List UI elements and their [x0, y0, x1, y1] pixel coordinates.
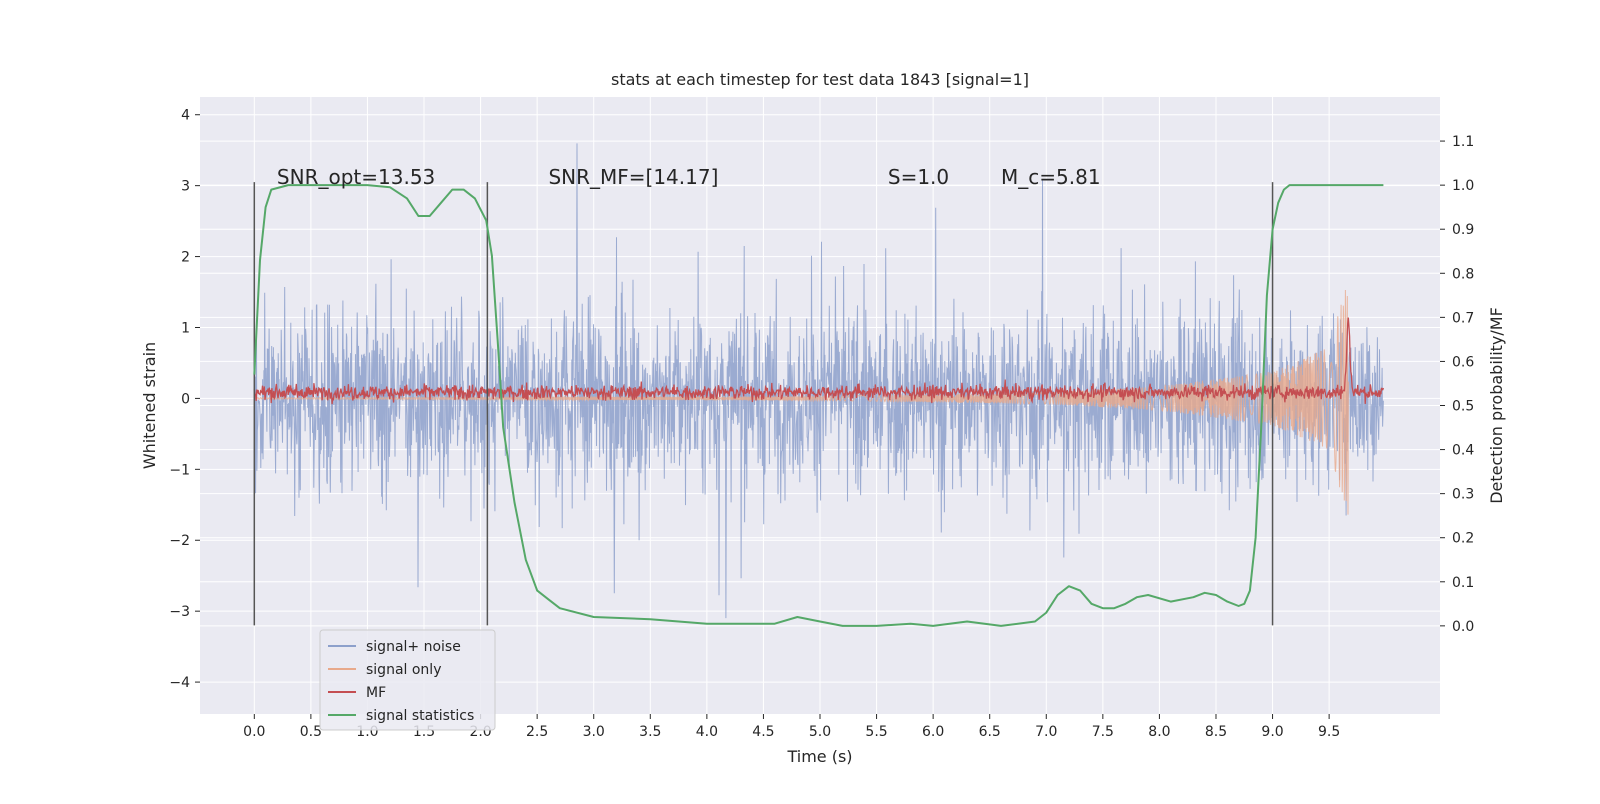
x-tick-label: 7.5 — [1092, 724, 1114, 740]
x-tick-label: 6.0 — [922, 724, 944, 740]
y-tick-label: −1 — [169, 462, 190, 478]
x-tick-label: 4.0 — [696, 724, 718, 740]
y2-tick-label: 0.4 — [1452, 443, 1474, 459]
x-tick-label: 2.5 — [526, 724, 548, 740]
y2-tick-label: 0.0 — [1452, 619, 1474, 635]
y2-tick-label: 0.2 — [1452, 531, 1474, 547]
ticks: 0.0 0.5 1.0 1.5 2.0 2.5 3.0 3.5 4.0 4.5 5.0 5.5 6.0 6… — [169, 108, 1474, 740]
y2-axis-label: Detection probability/MF — [1487, 307, 1506, 504]
annotation: SNR_opt=13.53 — [277, 165, 435, 189]
x-tick-label: 8.0 — [1148, 724, 1170, 740]
x-tick-label: 8.5 — [1205, 724, 1227, 740]
x-tick-label: 0.0 — [243, 724, 265, 740]
y2-tick-label: 1.1 — [1452, 134, 1474, 150]
signal-noise-line — [253, 143, 1384, 619]
x-tick-label: 9.0 — [1261, 724, 1283, 740]
y2-tick-label: 0.6 — [1452, 354, 1474, 370]
annotations: SNR_opt=13.53 SNR_MF=[14.17] S=1.0 M_c=5.81 — [277, 165, 1101, 189]
y-tick-label: −4 — [169, 675, 190, 691]
y-tick-label: 2 — [181, 250, 190, 266]
y2-tick-label: 0.1 — [1452, 575, 1474, 591]
x-tick-label: 6.5 — [979, 724, 1001, 740]
y-tick-label: 1 — [181, 320, 190, 336]
y2-tick-label: 1.0 — [1452, 178, 1474, 194]
legend-label: signal statistics — [366, 708, 474, 724]
y2-tick-label: 0.3 — [1452, 487, 1474, 503]
x-tick-label: 3.0 — [583, 724, 605, 740]
y2-tick-label: 0.7 — [1452, 310, 1474, 326]
y2-tick-label: 0.9 — [1452, 222, 1474, 238]
x-tick-label: 5.0 — [809, 724, 831, 740]
legend-box — [319, 629, 496, 731]
y-tick-label: −3 — [169, 604, 190, 620]
legend-label: signal+ noise — [366, 639, 461, 655]
annotation: SNR_MF=[14.17] — [548, 165, 718, 189]
x-tick-label: 9.5 — [1318, 724, 1340, 740]
y2-tick-label: 0.5 — [1452, 399, 1474, 415]
legend: signal+ noise signal only MF signal statist… — [319, 629, 496, 731]
x-tick-label: 0.5 — [300, 724, 322, 740]
annotation: M_c=5.81 — [1001, 165, 1101, 189]
annotation: S=1.0 — [888, 165, 949, 189]
y-tick-label: 0 — [181, 391, 190, 407]
chart-title: stats at each timestep for test data 184… — [611, 70, 1029, 89]
series-layer — [253, 143, 1385, 627]
signal-statistics-line — [253, 184, 1384, 627]
mf-line — [253, 317, 1385, 405]
x-tick-label: 5.5 — [865, 724, 887, 740]
y-tick-label: 4 — [181, 108, 190, 124]
legend-label: signal only — [366, 662, 441, 678]
x-tick-label: 3.5 — [639, 724, 661, 740]
y-axis-label: Whitened strain — [140, 342, 159, 469]
x-axis-label: Time (s) — [786, 747, 852, 766]
y-tick-label: 3 — [181, 179, 190, 195]
y2-tick-label: 0.8 — [1452, 266, 1474, 282]
legend-label: MF — [366, 685, 386, 701]
x-tick-label: 7.0 — [1035, 724, 1057, 740]
y-tick-label: −2 — [169, 533, 190, 549]
x-tick-label: 4.5 — [752, 724, 774, 740]
